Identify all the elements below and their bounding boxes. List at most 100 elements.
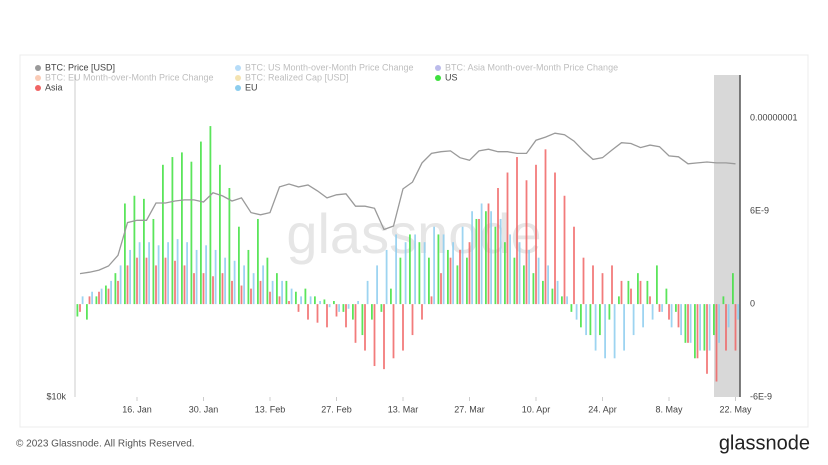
bar [589, 304, 592, 336]
bar [252, 273, 255, 305]
bar [452, 242, 454, 305]
price-line [79, 132, 736, 275]
bar [706, 304, 708, 374]
bar [366, 280, 369, 305]
bar [547, 265, 549, 305]
bar [466, 257, 468, 305]
bar [718, 304, 720, 343]
y2-tick-label: 6E-9 [750, 206, 769, 216]
bar [86, 304, 88, 320]
bar [732, 273, 734, 305]
bar [680, 304, 682, 336]
bar [630, 288, 632, 305]
bar [561, 296, 563, 305]
bar [183, 265, 186, 305]
bar [478, 218, 480, 305]
bar [722, 296, 725, 305]
bar [677, 304, 680, 328]
bar [110, 280, 112, 305]
bar [212, 276, 214, 305]
bar [202, 273, 205, 305]
bar [243, 265, 245, 305]
bar [347, 304, 350, 309]
bar [713, 304, 715, 336]
bar [136, 257, 138, 305]
bar [326, 304, 328, 328]
bar [516, 157, 518, 305]
bar [423, 242, 426, 305]
bar [200, 141, 202, 305]
bar [152, 218, 155, 305]
bar [219, 164, 221, 305]
bar [687, 304, 689, 343]
bar [354, 304, 357, 343]
bar [613, 304, 616, 359]
bar [566, 296, 568, 305]
bar [209, 126, 212, 305]
bar [143, 198, 145, 305]
bar [288, 301, 290, 305]
bar [632, 304, 635, 336]
bar [107, 288, 110, 305]
bar [95, 296, 98, 305]
legend-swatch [35, 75, 41, 81]
bar [269, 291, 271, 305]
bar [399, 257, 402, 305]
footer: © 2023 Glassnode. All Rights Reserved. [16, 439, 195, 450]
bar [314, 296, 316, 305]
y2-tick-label: -6E-9 [750, 391, 772, 401]
bar [639, 280, 642, 305]
legend-label: BTC: US Month-over-Month Price Change [245, 62, 414, 72]
bar [715, 304, 718, 382]
bar [670, 304, 673, 328]
bar [618, 296, 620, 305]
bar [480, 203, 483, 305]
bar [651, 304, 654, 320]
bar [694, 304, 696, 359]
x-tick-label: 13. Feb [255, 404, 286, 414]
watermark: glassnode [286, 202, 541, 265]
bar [554, 172, 556, 305]
bar [338, 304, 340, 312]
bar [240, 285, 243, 305]
bar [276, 273, 278, 305]
bar [345, 304, 347, 328]
bar [509, 234, 511, 305]
bar [307, 304, 309, 320]
bar [257, 218, 259, 305]
legend-swatch [35, 85, 41, 91]
bar [532, 273, 535, 305]
bar [383, 304, 385, 370]
bar [316, 304, 319, 323]
bar [421, 304, 423, 320]
bar [582, 257, 585, 305]
y2-tick-label: 0 [750, 298, 755, 308]
bar [117, 280, 119, 305]
bar [490, 211, 492, 305]
bar [278, 296, 281, 305]
bar [266, 257, 269, 305]
bar [684, 304, 687, 343]
bar [281, 280, 283, 305]
bar [335, 304, 338, 317]
legend-swatch [235, 85, 241, 91]
bar [459, 249, 461, 305]
bar [214, 249, 217, 305]
bar [411, 304, 414, 336]
bar [433, 226, 435, 305]
bar [304, 288, 307, 305]
bar [171, 157, 174, 305]
bar [114, 273, 117, 305]
bar [556, 280, 559, 305]
bar [176, 239, 179, 305]
x-tick-label: 8. May [655, 404, 683, 414]
bar [414, 234, 416, 305]
legend-label: BTC: EU Month-over-Month Price Change [45, 72, 214, 82]
bar [573, 226, 575, 305]
bar [404, 242, 407, 305]
bar [380, 304, 383, 312]
bar [126, 265, 129, 305]
bar [449, 257, 452, 305]
bar [725, 304, 727, 351]
bar [190, 161, 193, 305]
